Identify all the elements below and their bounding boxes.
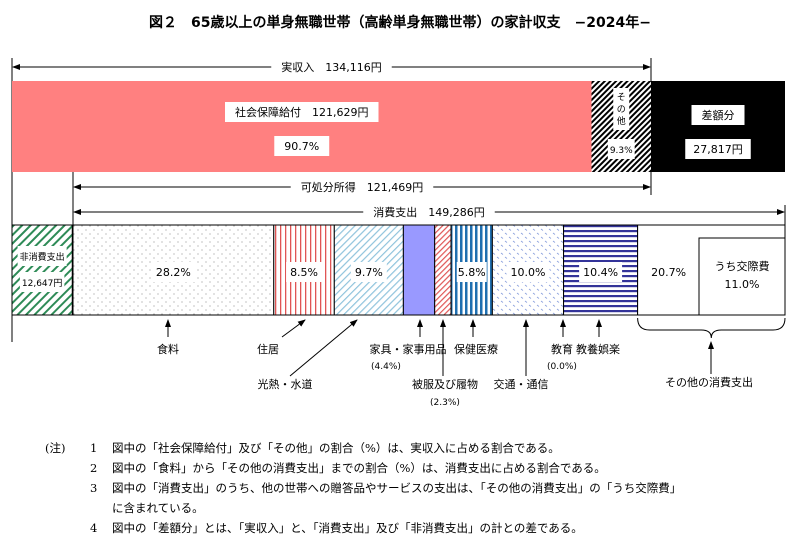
- segment-percent-1: 8.5%: [290, 266, 318, 279]
- sub-item-box: [698, 237, 786, 316]
- non-consumption-value-bg: [19, 272, 65, 292]
- other-income-label-bg: [613, 88, 630, 130]
- consumption-total-label: 消費支出 149,286円: [373, 205, 485, 219]
- other-income-label-char: の: [617, 105, 626, 115]
- difference-label: 差額分: [702, 108, 735, 122]
- category-label-4: 被服及び履物: [412, 377, 478, 391]
- segment-percent-0-bg: [151, 262, 195, 282]
- segment-percent-5: 5.8%: [458, 266, 486, 279]
- other-income-label-char: そ: [617, 92, 626, 103]
- category-percent-4: (2.3%): [430, 398, 460, 408]
- segment-percent-8-bg: [579, 262, 623, 282]
- consumption-total-label-bg: [363, 202, 495, 222]
- other-income-percent-bg: [607, 139, 635, 159]
- segment-percent-8: 10.4%: [583, 266, 618, 279]
- category-percent-3: (4.4%): [371, 362, 401, 372]
- social-security-label: 社会保障給付 121,629円: [235, 105, 369, 119]
- other-income-percent: 9.3%: [610, 146, 633, 156]
- other-income-label: その他: [617, 92, 626, 127]
- note-text: 図中の「食料」から「その他の消費支出」までの割合（%）は、消費支出に占める割合で…: [112, 461, 606, 475]
- note-item: 1 図中の「社会保障給付」及び「その他」の割合（%）は、実収入に占める割合である。: [90, 438, 560, 458]
- note-text: 図中の「差額分」とは、「実収入」と、「消費支出」及び「非消費支出」の計との差であ…: [112, 521, 583, 535]
- other-income-label-char: 他: [617, 115, 626, 127]
- sub-item-label: うち交際費: [715, 259, 770, 273]
- sub-item-percent: 11.0%: [725, 278, 760, 291]
- bar-social-security: [12, 81, 592, 172]
- bar-non-consumption: [11, 224, 73, 316]
- social-security-percent-bg: [274, 136, 330, 156]
- segment-percent-9-bg: [647, 262, 691, 282]
- social-security-label-bg: [225, 102, 379, 122]
- brace-other-consumption: [637, 317, 786, 339]
- expense-bar: 非消費支出 12,647円 28.2% 8.5% 9.7% 5.8% 10.0% 10.4% 2…: [11, 224, 786, 316]
- difference-value-bg: [685, 139, 751, 159]
- pointer-arrow-2: [289, 319, 358, 377]
- social-security-percent: 90.7%: [284, 140, 319, 153]
- note-text: 図中の「社会保障給付」及び「その他」の割合（%）は、実収入に占める割合である。: [112, 441, 560, 455]
- category-label-1: 住居: [257, 342, 279, 356]
- non-consumption-label-bg: [17, 246, 67, 266]
- segment-percent-6: 10.0%: [510, 266, 545, 279]
- non-consumption-value: 12,647円: [22, 278, 63, 289]
- notes-head: (注): [45, 441, 66, 455]
- category-label-7: 教育: [551, 342, 573, 356]
- note-item: 3 図中の「消費支出」のうち、他の世帯への贈答品やサービスの支出は、「その他の消費…: [90, 478, 681, 498]
- note-text: に含まれている。: [112, 501, 204, 515]
- note-item: に含まれている。: [90, 498, 204, 518]
- note-item: 2 図中の「食料」から「その他の消費支出」までの割合（%）は、消費支出に占める割合…: [90, 458, 606, 478]
- note-item: 4 図中の「差額分」とは、「実収入」と、「消費支出」及び「非消費支出」の計との差で…: [90, 518, 583, 538]
- non-consumption-label: 非消費支出: [20, 251, 65, 263]
- difference-label-bg: [691, 105, 745, 125]
- bar-segment-3: [402, 224, 436, 316]
- category-label-8: 教養娯楽: [576, 342, 620, 356]
- difference-value: 27,817円: [693, 143, 743, 156]
- income-bar: 社会保障給付 121,629円 90.7% その他 9.3% 差額分 27,817円: [12, 81, 785, 172]
- category-label-6: 交通・通信: [494, 377, 549, 391]
- income-total-label: 実収入 134,116円: [281, 60, 382, 74]
- disposable-income-label: 可処分所得 121,469円: [301, 181, 424, 194]
- segment-percent-2: 9.7%: [355, 266, 383, 279]
- note-text: 図中の「消費支出」のうち、他の世帯への贈答品やサービスの支出は、「その他の消費支…: [112, 481, 682, 495]
- note-number: 4: [90, 521, 98, 535]
- note-number: 1: [90, 441, 98, 455]
- category-label-5: 保健医療: [454, 342, 498, 356]
- page-title: 図２ 65歳以上の単身無職世帯（高齢単身無職世帯）の家計収支 −2024年−: [149, 14, 651, 31]
- segment-percent-2-bg: [350, 262, 387, 282]
- category-label-0: 食料: [157, 342, 179, 356]
- category-label-3: 家具・家事用品: [370, 342, 447, 356]
- note-number: 2: [90, 461, 98, 475]
- segment-percent-9: 20.7%: [651, 266, 686, 279]
- category-label-9: その他の消費支出: [665, 375, 753, 389]
- disposable-income-label-bg: [290, 177, 434, 197]
- segment-percent-1-bg: [286, 262, 323, 282]
- category-percent-7: (0.0%): [547, 362, 577, 372]
- segment-percent-5-bg: [456, 262, 487, 282]
- pointer-arrow-1: [281, 319, 306, 338]
- category-label-2: 光熱・水道: [258, 377, 313, 391]
- note-number: 3: [90, 481, 98, 495]
- household-budget-diagram: 図２ 65歳以上の単身無職世帯（高齢単身無職世帯）の家計収支 −2024年− 実…: [11, 14, 786, 408]
- segment-percent-6-bg: [506, 262, 550, 282]
- segment-percent-0: 28.2%: [156, 266, 191, 279]
- bar-segment-4: [434, 224, 452, 316]
- income-total-label-bg: [271, 57, 392, 77]
